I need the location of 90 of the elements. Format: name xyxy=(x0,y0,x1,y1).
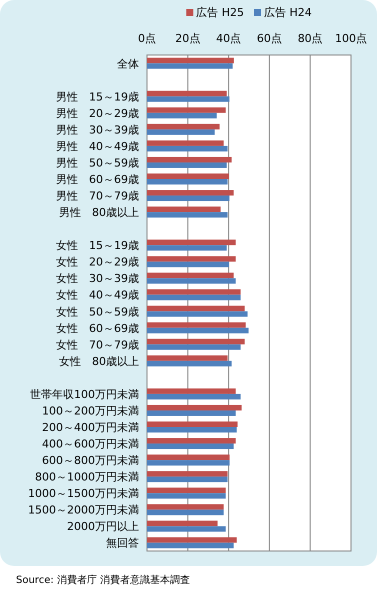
bar xyxy=(147,444,234,450)
y-tick-label: 女性 15～19歳 xyxy=(56,239,139,252)
y-tick-label: 世帯年収100万円未満 xyxy=(30,388,139,401)
bar xyxy=(147,410,236,416)
bar xyxy=(147,360,232,366)
y-tick-label: 女性 20～29歳 xyxy=(56,256,139,269)
bar xyxy=(147,272,234,278)
bar xyxy=(147,58,234,64)
y-tick-label: 100～200万円未満 xyxy=(42,404,139,418)
y-tick-label: 男性 60～69歳 xyxy=(56,173,139,186)
bar xyxy=(147,112,217,118)
bar xyxy=(147,262,230,268)
y-tick-label: 女性 60～69歳 xyxy=(56,322,139,335)
y-tick-label: 女性 50～59歳 xyxy=(56,305,139,318)
bar xyxy=(147,206,221,212)
x-tick-label: 20点 xyxy=(175,32,200,45)
y-tick-label: 200～400万円未満 xyxy=(42,421,139,434)
bar xyxy=(147,520,218,526)
bar xyxy=(147,422,238,427)
bar xyxy=(147,427,237,432)
y-tick-label: 男性 70～79歳 xyxy=(56,190,139,203)
bar xyxy=(147,107,226,113)
bar xyxy=(147,306,245,312)
bar xyxy=(147,162,227,168)
bar xyxy=(147,488,226,494)
y-tick-label: 全体 xyxy=(117,57,139,70)
bar xyxy=(147,256,236,262)
y-tick-label: 400～600万円未満 xyxy=(42,438,139,451)
bar xyxy=(147,322,246,328)
bar xyxy=(147,537,237,543)
bar xyxy=(147,388,236,394)
bar xyxy=(147,129,215,135)
y-tick-label: 男性 80歳以上 xyxy=(59,206,139,220)
y-tick-label: 女性 30～39歳 xyxy=(56,272,139,286)
bar xyxy=(147,174,230,179)
bar xyxy=(147,90,227,96)
x-tick-label: 80点 xyxy=(298,32,323,45)
y-tick-label: 600～800万円未満 xyxy=(42,454,139,468)
bar xyxy=(147,454,230,460)
bar xyxy=(147,504,224,510)
y-tick-label: 1500～2000万円未満 xyxy=(28,504,139,517)
bar xyxy=(147,196,230,202)
bar xyxy=(147,179,228,184)
legend-label: 広告 H24 xyxy=(264,6,312,19)
bar xyxy=(147,526,226,532)
x-tick-label: 100点 xyxy=(335,32,367,45)
bar xyxy=(147,294,241,300)
bar xyxy=(147,476,228,482)
bar xyxy=(147,156,232,162)
bar xyxy=(147,460,230,466)
y-tick-label: 女性 70～79歳 xyxy=(56,338,139,352)
bar xyxy=(147,245,227,251)
y-tick-label: 無回答 xyxy=(106,536,139,550)
bar xyxy=(147,63,233,69)
bar xyxy=(147,438,236,444)
x-tick-label: 40点 xyxy=(216,32,242,45)
bar xyxy=(147,278,236,284)
bar xyxy=(147,190,234,196)
x-tick-label: 0点 xyxy=(138,32,156,45)
y-tick-label: 2000万円以上 xyxy=(67,520,139,534)
bar xyxy=(147,404,242,410)
y-tick-label: 女性 40～49歳 xyxy=(56,288,139,302)
y-tick-label: 男性 15～19歳 xyxy=(56,90,139,104)
bar xyxy=(147,289,241,295)
bar xyxy=(147,471,228,477)
y-tick-label: 男性 20～29歳 xyxy=(56,106,139,120)
y-tick-label: 男性 50～59歳 xyxy=(56,156,139,170)
bar xyxy=(147,124,220,130)
y-tick-label: 800～1000万円未満 xyxy=(35,470,139,484)
y-tick-label: 男性 30～39歳 xyxy=(56,123,139,136)
y-tick-label: 男性 40～49歳 xyxy=(56,140,139,153)
source-note: Source: 消費者庁 消費者意識基本調査 xyxy=(16,574,190,586)
bar xyxy=(147,146,228,152)
x-tick-label: 60点 xyxy=(256,32,282,45)
bar xyxy=(147,338,245,344)
y-tick-label: 1000～1500万円未満 xyxy=(28,487,139,500)
legend-label: 広告 H25 xyxy=(196,6,244,19)
bar xyxy=(147,394,241,400)
bar xyxy=(147,355,228,361)
bar xyxy=(147,96,230,102)
bar xyxy=(147,328,249,334)
bar xyxy=(147,140,224,146)
bar xyxy=(147,542,234,548)
bar xyxy=(147,311,248,317)
bar xyxy=(147,493,226,499)
y-tick-label: 女性 80歳以上 xyxy=(59,354,139,368)
bar xyxy=(147,344,241,350)
bar xyxy=(147,240,236,246)
bar xyxy=(147,510,224,516)
bar xyxy=(147,212,228,218)
